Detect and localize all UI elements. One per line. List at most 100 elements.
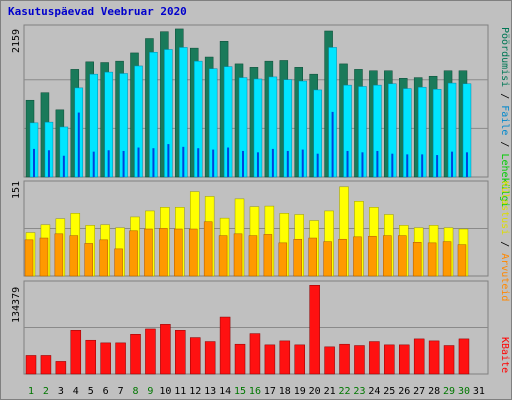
x-tick-label: 17 <box>264 386 276 397</box>
bar-kbaite <box>130 334 141 375</box>
bar-lehekulgi <box>406 154 409 177</box>
bar-lehekulgi <box>271 148 274 177</box>
x-tick-label: 24 <box>368 386 380 397</box>
bar-lehekulgi <box>242 150 245 177</box>
bar-arvuteid <box>442 241 452 277</box>
top-panel: 2159 <box>11 24 489 178</box>
bar-lehekulgi <box>167 144 170 177</box>
bar-kbaite <box>399 344 410 375</box>
bar-arvuteid <box>308 237 317 277</box>
x-tick-label: 7 <box>118 386 124 397</box>
bar-kbaite <box>219 316 231 375</box>
x-tick-label: 2 <box>43 386 49 397</box>
bar-lehekulgi <box>137 147 140 177</box>
x-tick-label: 6 <box>103 386 109 397</box>
bar-lehekulgi <box>421 154 424 177</box>
x-tick-label: 21 <box>324 386 336 397</box>
bar-lehekulgi <box>256 152 259 177</box>
bar-lehekulgi <box>436 155 439 177</box>
legend-sep-3: / <box>499 235 510 253</box>
x-tick-label: 23 <box>353 386 365 397</box>
bar-kbaite <box>279 340 291 375</box>
bar-kbaite <box>85 339 96 375</box>
x-tick-label: 8 <box>132 386 138 397</box>
x-tick-label: 20 <box>309 386 321 397</box>
legend-arvuteid: Arvuteid <box>499 253 510 301</box>
x-tick-label: 28 <box>428 386 440 397</box>
bar-kbaite <box>40 355 52 375</box>
bottom-panel-bars <box>25 285 470 375</box>
x-tick-label: 18 <box>279 386 291 397</box>
bar-lehekulgi <box>77 112 80 177</box>
right-label-top: Pöördumisi / Faile / Lehekülgi <box>499 27 510 208</box>
bar-lehekulgi <box>212 149 215 177</box>
bar-lehekulgi <box>227 147 230 177</box>
legend-kbaite: KBaite <box>499 337 510 373</box>
bar-lehekulgi <box>286 150 289 177</box>
bar-arvuteid <box>114 248 123 277</box>
x-tick-label: 3 <box>58 386 64 397</box>
bar-arvuteid <box>278 242 288 277</box>
x-axis-day-labels: 1 2 3 4 5 6 7 8 9 10 11 12 13 14 15 16 17 18 19 20 21 22 23 24 2… <box>28 386 485 397</box>
bar-lehekulgi <box>182 146 185 177</box>
chart-title: Kasutuspäevad Veebruar 2020 <box>8 5 187 18</box>
bar-kbaite <box>309 285 320 375</box>
bar-kbaite <box>115 342 126 375</box>
x-tick-label: 11 <box>174 386 186 397</box>
legend-sep-1: / <box>499 87 510 105</box>
bar-lehekulgi <box>152 148 155 177</box>
bar-arvuteid <box>39 237 49 277</box>
legend-lehekulgi: Lehekülgi <box>499 153 510 207</box>
bar-arvuteid <box>293 238 302 277</box>
bar-arvuteid <box>457 244 467 277</box>
bar-arvuteid <box>338 238 347 277</box>
bar-kbaite <box>204 341 216 375</box>
bar-kbaite <box>25 355 37 375</box>
bar-kbaite <box>294 344 305 375</box>
bar-arvuteid <box>218 235 228 277</box>
bar-lehekulgi <box>376 150 379 177</box>
bar-kbaite <box>324 346 335 375</box>
bar-kbaite <box>189 337 201 375</box>
bar-lehekulgi <box>62 155 65 177</box>
x-tick-label: 13 <box>204 386 216 397</box>
bar-kbaite <box>175 330 186 375</box>
top-panel-bars <box>25 28 472 178</box>
x-tick-label: 29 <box>443 386 455 397</box>
x-tick-label: 5 <box>88 386 94 397</box>
bar-arvuteid <box>368 235 377 277</box>
bar-arvuteid <box>263 234 273 277</box>
bar-kbaite <box>234 343 246 375</box>
right-label-middle: Külastusi / Arvuteid <box>499 181 510 301</box>
x-tick-label: 22 <box>339 386 351 397</box>
bar-lehekulgi <box>316 153 319 177</box>
bar-arvuteid <box>54 233 64 277</box>
x-tick-label: 1 <box>28 386 34 397</box>
x-tick-label: 4 <box>73 386 79 397</box>
legend-poordumisi: Pöördumisi <box>499 27 510 87</box>
bar-arvuteid <box>174 228 183 277</box>
bar-arvuteid <box>144 228 153 277</box>
middle-panel: 151 <box>11 180 489 277</box>
bar-arvuteid <box>84 243 93 277</box>
bottom-ymax-label: 134379 <box>11 287 22 323</box>
bar-lehekulgi <box>122 150 125 177</box>
bar-kbaite <box>264 344 276 375</box>
bar-kbaite <box>100 342 111 375</box>
bar-arvuteid <box>203 221 213 277</box>
bar-kbaite <box>249 333 261 375</box>
bar-lehekulgi <box>361 152 364 177</box>
bar-lehekulgi <box>197 148 200 177</box>
bar-arvuteid <box>159 228 168 277</box>
bar-lehekulgi <box>33 148 35 177</box>
bar-kbaite <box>160 324 171 375</box>
bar-kbaite <box>384 344 395 375</box>
bar-arvuteid <box>129 230 138 277</box>
bar-kbaite <box>70 330 82 375</box>
x-tick-label: 14 <box>219 386 231 397</box>
bar-arvuteid <box>69 235 79 277</box>
bar-arvuteid <box>99 239 108 277</box>
bar-arvuteid <box>323 241 332 277</box>
